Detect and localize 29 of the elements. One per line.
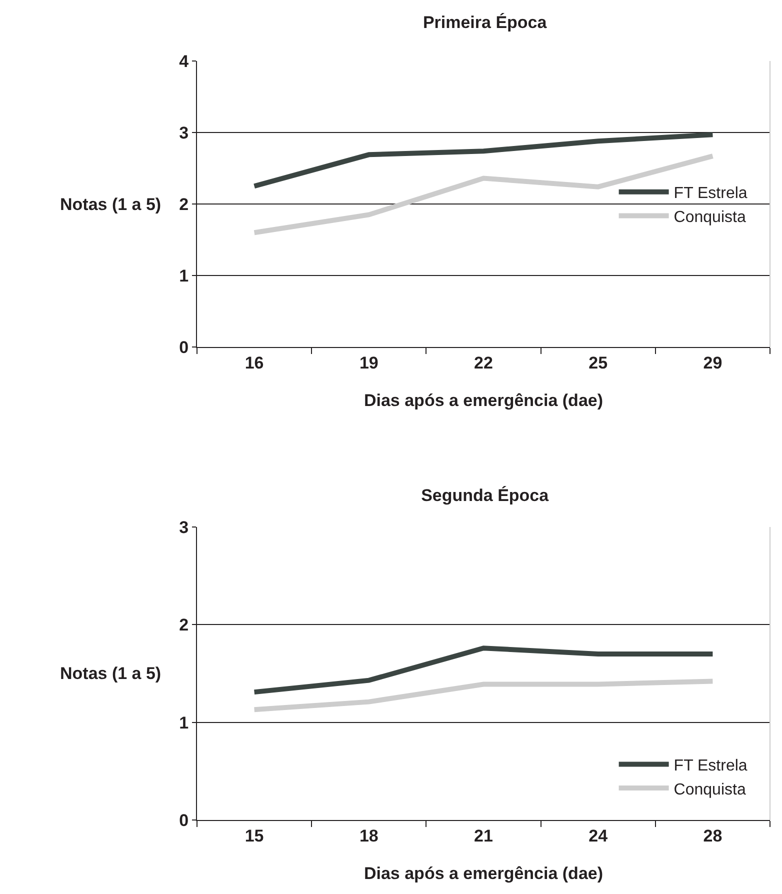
legend-label: Conquista (674, 781, 746, 798)
y-tick-label: 2 (179, 194, 189, 214)
y-tick-label: 0 (179, 338, 189, 357)
y-tick-label: 2 (179, 616, 189, 635)
x-tick-label: 15 (244, 826, 264, 846)
y-tick-label: 1 (179, 266, 189, 286)
legend-label: Conquista (674, 208, 746, 226)
y-tick-label: 4 (179, 52, 190, 71)
x-tick-label: 22 (474, 353, 493, 372)
legend-label: FT Estrela (674, 185, 748, 202)
y-tick-label: 3 (179, 123, 189, 142)
x-tick-label: 21 (474, 826, 493, 846)
x-tick-label: 28 (703, 826, 722, 846)
y-tick-label: 1 (179, 713, 189, 732)
x-tick-label: 29 (703, 353, 722, 372)
x-tick-label: 18 (359, 826, 378, 846)
y-axis-title: Notas (1 a 5) (60, 664, 162, 683)
legend-label: FT Estrela (674, 757, 748, 774)
x-axis-title: Dias após a emergência (dae) (364, 390, 604, 410)
x-tick-label: 25 (588, 353, 608, 372)
x-tick-label: 16 (244, 353, 264, 372)
y-axis-title: Notas (1 a 5) (60, 195, 162, 214)
y-tick-label: 0 (179, 810, 189, 830)
x-axis-title: Dias após a emergência (dae) (364, 864, 604, 883)
y-tick-label: 3 (179, 518, 189, 537)
x-tick-label: 24 (588, 826, 608, 846)
x-tick-label: 19 (359, 353, 378, 372)
chart-title: Primeira Época (422, 12, 548, 32)
chart-title: Segunda Época (421, 484, 550, 505)
